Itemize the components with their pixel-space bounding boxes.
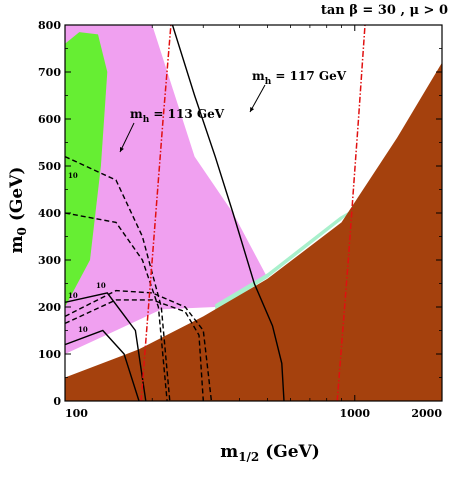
dashed-contour-line	[65, 212, 168, 401]
y-tick-label: 0	[53, 395, 61, 408]
solid-contour-line	[65, 292, 147, 401]
chart-title: tan β = 30 , μ > 0	[321, 3, 448, 18]
contour-label: 10	[68, 171, 78, 180]
x-axis: 100 1000 2000	[64, 25, 443, 420]
arrow-117-head	[250, 107, 255, 112]
solid-contour-line	[171, 25, 285, 401]
arrow-113-head	[119, 147, 124, 152]
y-tick-label: 200	[38, 301, 61, 314]
higgs-mass-label: mh = 117 GeV	[252, 69, 347, 87]
arrow-117	[249, 84, 266, 113]
contour-label: 10	[68, 291, 78, 300]
y-axis-title: m0 (GeV)	[7, 167, 29, 254]
solid-contour-line	[65, 329, 140, 401]
higgs-mass-label: mh = 113 GeV	[130, 107, 225, 125]
x-tick-label: 100	[65, 407, 88, 420]
arrow-113	[119, 122, 135, 153]
y-tick-label: 500	[38, 160, 61, 173]
relic-density-band	[215, 208, 355, 311]
y-tick-label: 100	[38, 348, 61, 361]
x-tick-label: 1000	[339, 407, 370, 420]
x-tick-label: 2000	[411, 407, 442, 420]
higgs-mass-line	[140, 25, 172, 401]
b-s-gamma-region	[65, 32, 108, 307]
y-tick-label: 400	[38, 207, 61, 220]
annotations: mh = 117 GeV mh = 113 GeV 10 10 10 10	[68, 69, 347, 334]
higgs-mass-line	[336, 25, 366, 401]
y-tick-label: 700	[38, 66, 61, 79]
x-axis-title: m1/2 (GeV)	[220, 442, 320, 464]
y-tick-label: 300	[38, 254, 61, 267]
y-tick-label: 600	[38, 113, 61, 126]
contour-label: 10	[78, 325, 88, 334]
stau-lsp-region	[65, 62, 442, 401]
dashed-contour-line	[65, 289, 213, 401]
y-axis: 0 100 200 300 400 500 600 700 800	[38, 19, 442, 408]
y-tick-label: 800	[38, 19, 61, 32]
contour-label: 10	[96, 281, 106, 290]
g-minus-2-region	[65, 25, 268, 354]
plot-regions	[65, 25, 442, 401]
plot-lines	[65, 25, 366, 401]
